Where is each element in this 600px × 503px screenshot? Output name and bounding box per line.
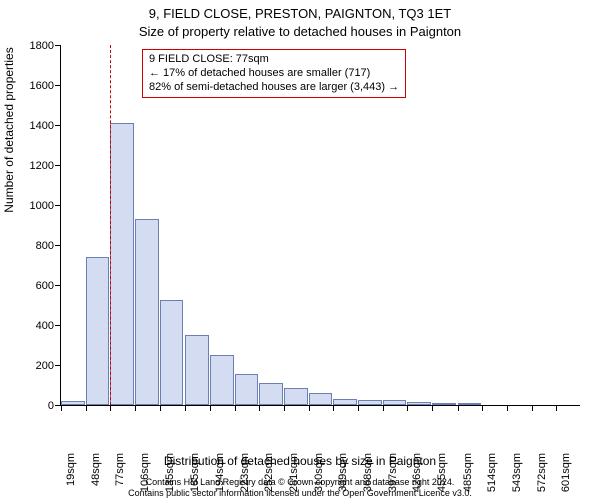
y-tick — [55, 325, 61, 326]
chart-title-line2: Size of property relative to detached ho… — [0, 24, 600, 39]
histogram-bar — [135, 219, 159, 405]
footer-line1: Contains HM Land Registry data © Crown c… — [0, 477, 600, 487]
histogram-bar — [235, 374, 259, 405]
y-tick-label: 1400 — [16, 120, 54, 132]
histogram-bar — [110, 123, 134, 405]
annotation-line: 82% of semi-detached houses are larger (… — [149, 81, 399, 95]
y-tick-label: 0 — [16, 400, 54, 412]
x-tick — [135, 405, 136, 411]
x-tick — [86, 405, 87, 411]
y-tick — [55, 45, 61, 46]
x-tick — [210, 405, 211, 411]
x-tick — [482, 405, 483, 411]
y-tick-label: 400 — [16, 320, 54, 332]
histogram-bar — [383, 400, 407, 405]
x-tick — [333, 405, 334, 411]
x-tick — [235, 405, 236, 411]
x-tick — [556, 405, 557, 411]
x-tick — [110, 405, 111, 411]
x-tick — [259, 405, 260, 411]
highlight-property-line — [110, 45, 111, 405]
histogram-bar — [259, 383, 283, 405]
histogram-bar — [160, 300, 184, 405]
y-tick-label: 800 — [16, 240, 54, 252]
y-tick — [55, 125, 61, 126]
annotation-box: 9 FIELD CLOSE: 77sqm← 17% of detached ho… — [142, 49, 406, 98]
x-tick — [309, 405, 310, 411]
x-tick — [160, 405, 161, 411]
histogram-bar — [86, 257, 110, 405]
histogram-bar — [185, 335, 209, 405]
y-tick-label: 1800 — [16, 40, 54, 52]
x-tick — [383, 405, 384, 411]
x-tick — [284, 405, 285, 411]
y-tick-label: 200 — [16, 360, 54, 372]
footer-attribution: Contains HM Land Registry data © Crown c… — [0, 477, 600, 498]
x-tick — [407, 405, 408, 411]
x-tick — [61, 405, 62, 411]
histogram-bar — [458, 403, 482, 405]
histogram-bar — [432, 403, 456, 405]
annotation-line: ← 17% of detached houses are smaller (71… — [149, 67, 399, 81]
annotation-line: 9 FIELD CLOSE: 77sqm — [149, 53, 399, 67]
footer-line2: Contains public sector information licen… — [0, 488, 600, 498]
chart-title-line1: 9, FIELD CLOSE, PRESTON, PAIGNTON, TQ3 1… — [0, 6, 600, 21]
histogram-bar — [407, 402, 431, 405]
y-tick — [55, 365, 61, 366]
x-tick — [185, 405, 186, 411]
y-tick — [55, 285, 61, 286]
y-tick-label: 1000 — [16, 200, 54, 212]
histogram-bar — [358, 400, 382, 405]
histogram-bar — [61, 401, 85, 405]
histogram-bar — [284, 388, 308, 405]
y-tick — [55, 245, 61, 246]
x-tick — [458, 405, 459, 411]
y-tick — [55, 85, 61, 86]
plot-area: 02004006008001000120014001600180019sqm48… — [60, 46, 580, 406]
x-tick — [432, 405, 433, 411]
y-tick — [55, 165, 61, 166]
x-tick — [532, 405, 533, 411]
histogram-bar — [333, 399, 357, 405]
x-axis-label: Distribution of detached houses by size … — [0, 454, 600, 468]
histogram-bar — [210, 355, 234, 405]
y-tick-label: 1600 — [16, 80, 54, 92]
histogram-bar — [309, 393, 333, 405]
y-tick — [55, 205, 61, 206]
x-tick — [507, 405, 508, 411]
y-tick-label: 1200 — [16, 160, 54, 172]
chart-container: 9, FIELD CLOSE, PRESTON, PAIGNTON, TQ3 1… — [0, 0, 600, 500]
x-tick — [358, 405, 359, 411]
y-tick-label: 600 — [16, 280, 54, 292]
y-axis-label: Number of detached properties — [2, 30, 16, 230]
